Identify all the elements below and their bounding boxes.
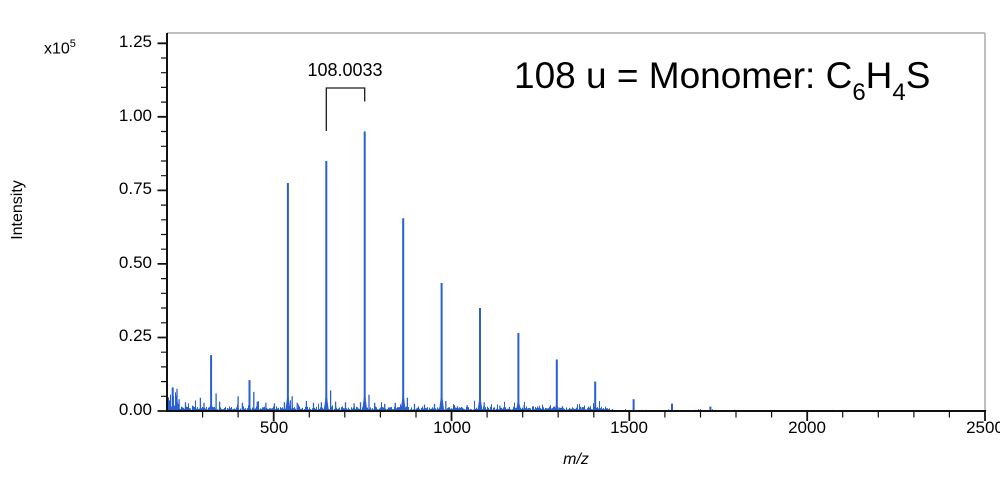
- x-tick-label: 2500: [966, 418, 1000, 437]
- y-tick-label: 0.75: [118, 179, 152, 198]
- x-axis-label: m/z: [563, 451, 589, 468]
- x-tick-label: 2000: [788, 418, 826, 437]
- y-tick-label: 1.25: [118, 32, 152, 51]
- x-tick-label: 1500: [610, 418, 648, 437]
- x-tick-label: 500: [259, 418, 289, 437]
- y-tick-label: 0.50: [118, 253, 152, 272]
- x-tick-label: 1000: [433, 418, 471, 437]
- y-tick-label: 0.25: [118, 326, 152, 345]
- y-axis-multiplier: x105: [44, 38, 76, 58]
- y-tick-label: 0.00: [118, 400, 152, 419]
- y-axis-label: Intensity: [9, 180, 26, 240]
- peak-annotation-label: 108.0033: [307, 60, 383, 80]
- y-tick-label: 1.00: [118, 106, 152, 125]
- plot-title: 108 u = Monomer: C6H4S: [514, 55, 931, 107]
